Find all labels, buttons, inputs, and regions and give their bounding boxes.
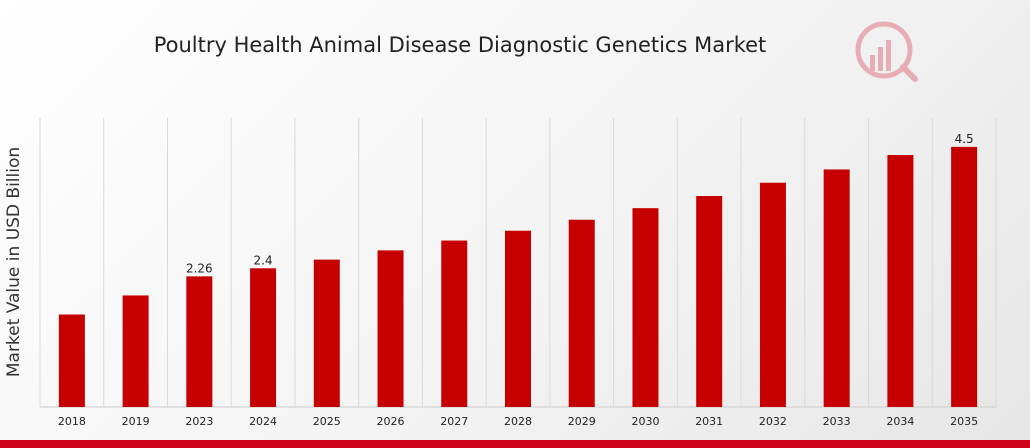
x-tick-label: 2035 — [950, 415, 978, 428]
x-tick-label: 2019 — [122, 415, 150, 428]
x-tick-label: 2028 — [504, 415, 532, 428]
chart-title: Poultry Health Animal Disease Diagnostic… — [154, 33, 767, 57]
bar-2019 — [122, 295, 149, 407]
x-tick-label: 2024 — [249, 415, 277, 428]
bar-2030 — [632, 208, 659, 407]
x-tick-label: 2033 — [823, 415, 851, 428]
data-labels: 2.26 2.4 4.5 — [186, 132, 974, 275]
bar-2028 — [505, 230, 531, 407]
data-label: 2.4 — [254, 253, 273, 267]
bar-2034 — [887, 154, 914, 407]
x-tick-label: 2034 — [886, 415, 914, 428]
bottom-accent-band — [0, 440, 1030, 448]
x-tick-label: 2023 — [185, 415, 213, 428]
bar-2032 — [759, 182, 786, 407]
bar-2031 — [696, 196, 723, 407]
x-tick-label: 2031 — [695, 415, 723, 428]
data-label: 2.26 — [186, 261, 213, 275]
bar-2035 — [951, 146, 978, 407]
y-axis-label: Market Value in USD Billion — [4, 147, 24, 377]
bars — [58, 146, 978, 407]
x-tick-label: 2018 — [58, 415, 86, 428]
x-tick-label: 2029 — [568, 415, 596, 428]
x-tick-label: 2027 — [440, 415, 468, 428]
x-tick-label: 2026 — [377, 415, 405, 428]
bar-2023 — [186, 276, 213, 407]
bar-2018 — [58, 314, 85, 407]
bar-2025 — [313, 259, 340, 407]
bar-2024 — [250, 268, 277, 407]
bar-2029 — [568, 219, 595, 407]
x-tick-label: 2025 — [313, 415, 341, 428]
x-tick-label: 2032 — [759, 415, 787, 428]
data-label: 4.5 — [955, 132, 974, 146]
x-tick-labels: 2018 2019 2023 2024 2025 2026 2027 2028 2029 2030… — [58, 415, 978, 428]
gridlines — [39, 118, 997, 407]
bar-2033 — [823, 169, 850, 407]
x-tick-label: 2030 — [631, 415, 659, 428]
bar-2026 — [377, 250, 404, 407]
brand-logo-icon — [855, 21, 918, 82]
bar-2027 — [441, 240, 468, 407]
